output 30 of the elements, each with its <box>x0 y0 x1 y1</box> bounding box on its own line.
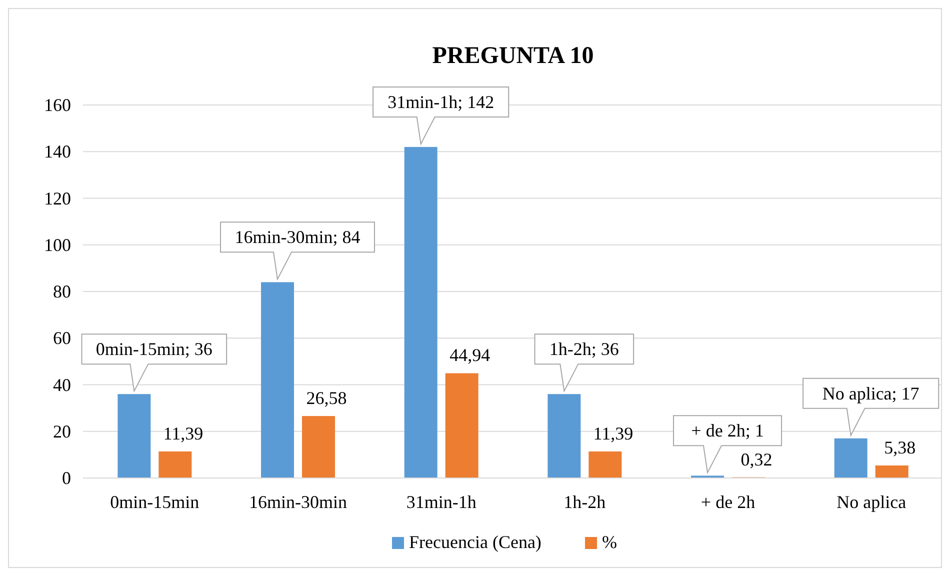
x-tick-label: 1h-2h <box>564 492 606 512</box>
data-label: 0,32 <box>740 449 772 470</box>
y-tick-label: 120 <box>44 188 71 208</box>
y-tick-label: 80 <box>53 282 71 302</box>
data-label: No aplica; 17 <box>822 383 920 404</box>
data-label: 44,94 <box>450 345 490 366</box>
y-tick-label: 0 <box>62 468 71 488</box>
data-label: 26,58 <box>306 388 347 408</box>
y-tick-label: 40 <box>53 374 71 395</box>
data-label: + de 2h; 1 <box>691 420 764 441</box>
x-tick-label: 0min-15min <box>110 492 200 512</box>
y-tick-label: 160 <box>44 95 71 115</box>
y-tick-label: 100 <box>44 234 71 255</box>
x-tick-label: 16min-30min <box>249 492 347 512</box>
x-tick-label: 31min-1h <box>406 492 476 512</box>
data-label: 5,38 <box>884 437 916 458</box>
chart-title: PREGUNTA 10 <box>432 43 594 69</box>
data-label: 1h-2h; 36 <box>549 339 619 360</box>
legend-label: Frecuencia (Cena) <box>409 532 542 552</box>
y-tick-label: 60 <box>53 328 71 348</box>
data-label: 11,39 <box>163 423 204 444</box>
y-tick-label: 140 <box>44 142 71 162</box>
data-label: 0min-15min; 36 <box>96 339 212 360</box>
data-label: 16min-30min; 84 <box>234 227 360 248</box>
data-label: 11,39 <box>593 423 634 444</box>
data-label: 31min-1h; 142 <box>388 92 494 112</box>
legend-label: % <box>602 532 617 552</box>
x-tick-label: No aplica <box>836 492 906 512</box>
x-tick-label: + de 2h <box>700 492 756 512</box>
y-tick-label: 20 <box>53 421 71 442</box>
